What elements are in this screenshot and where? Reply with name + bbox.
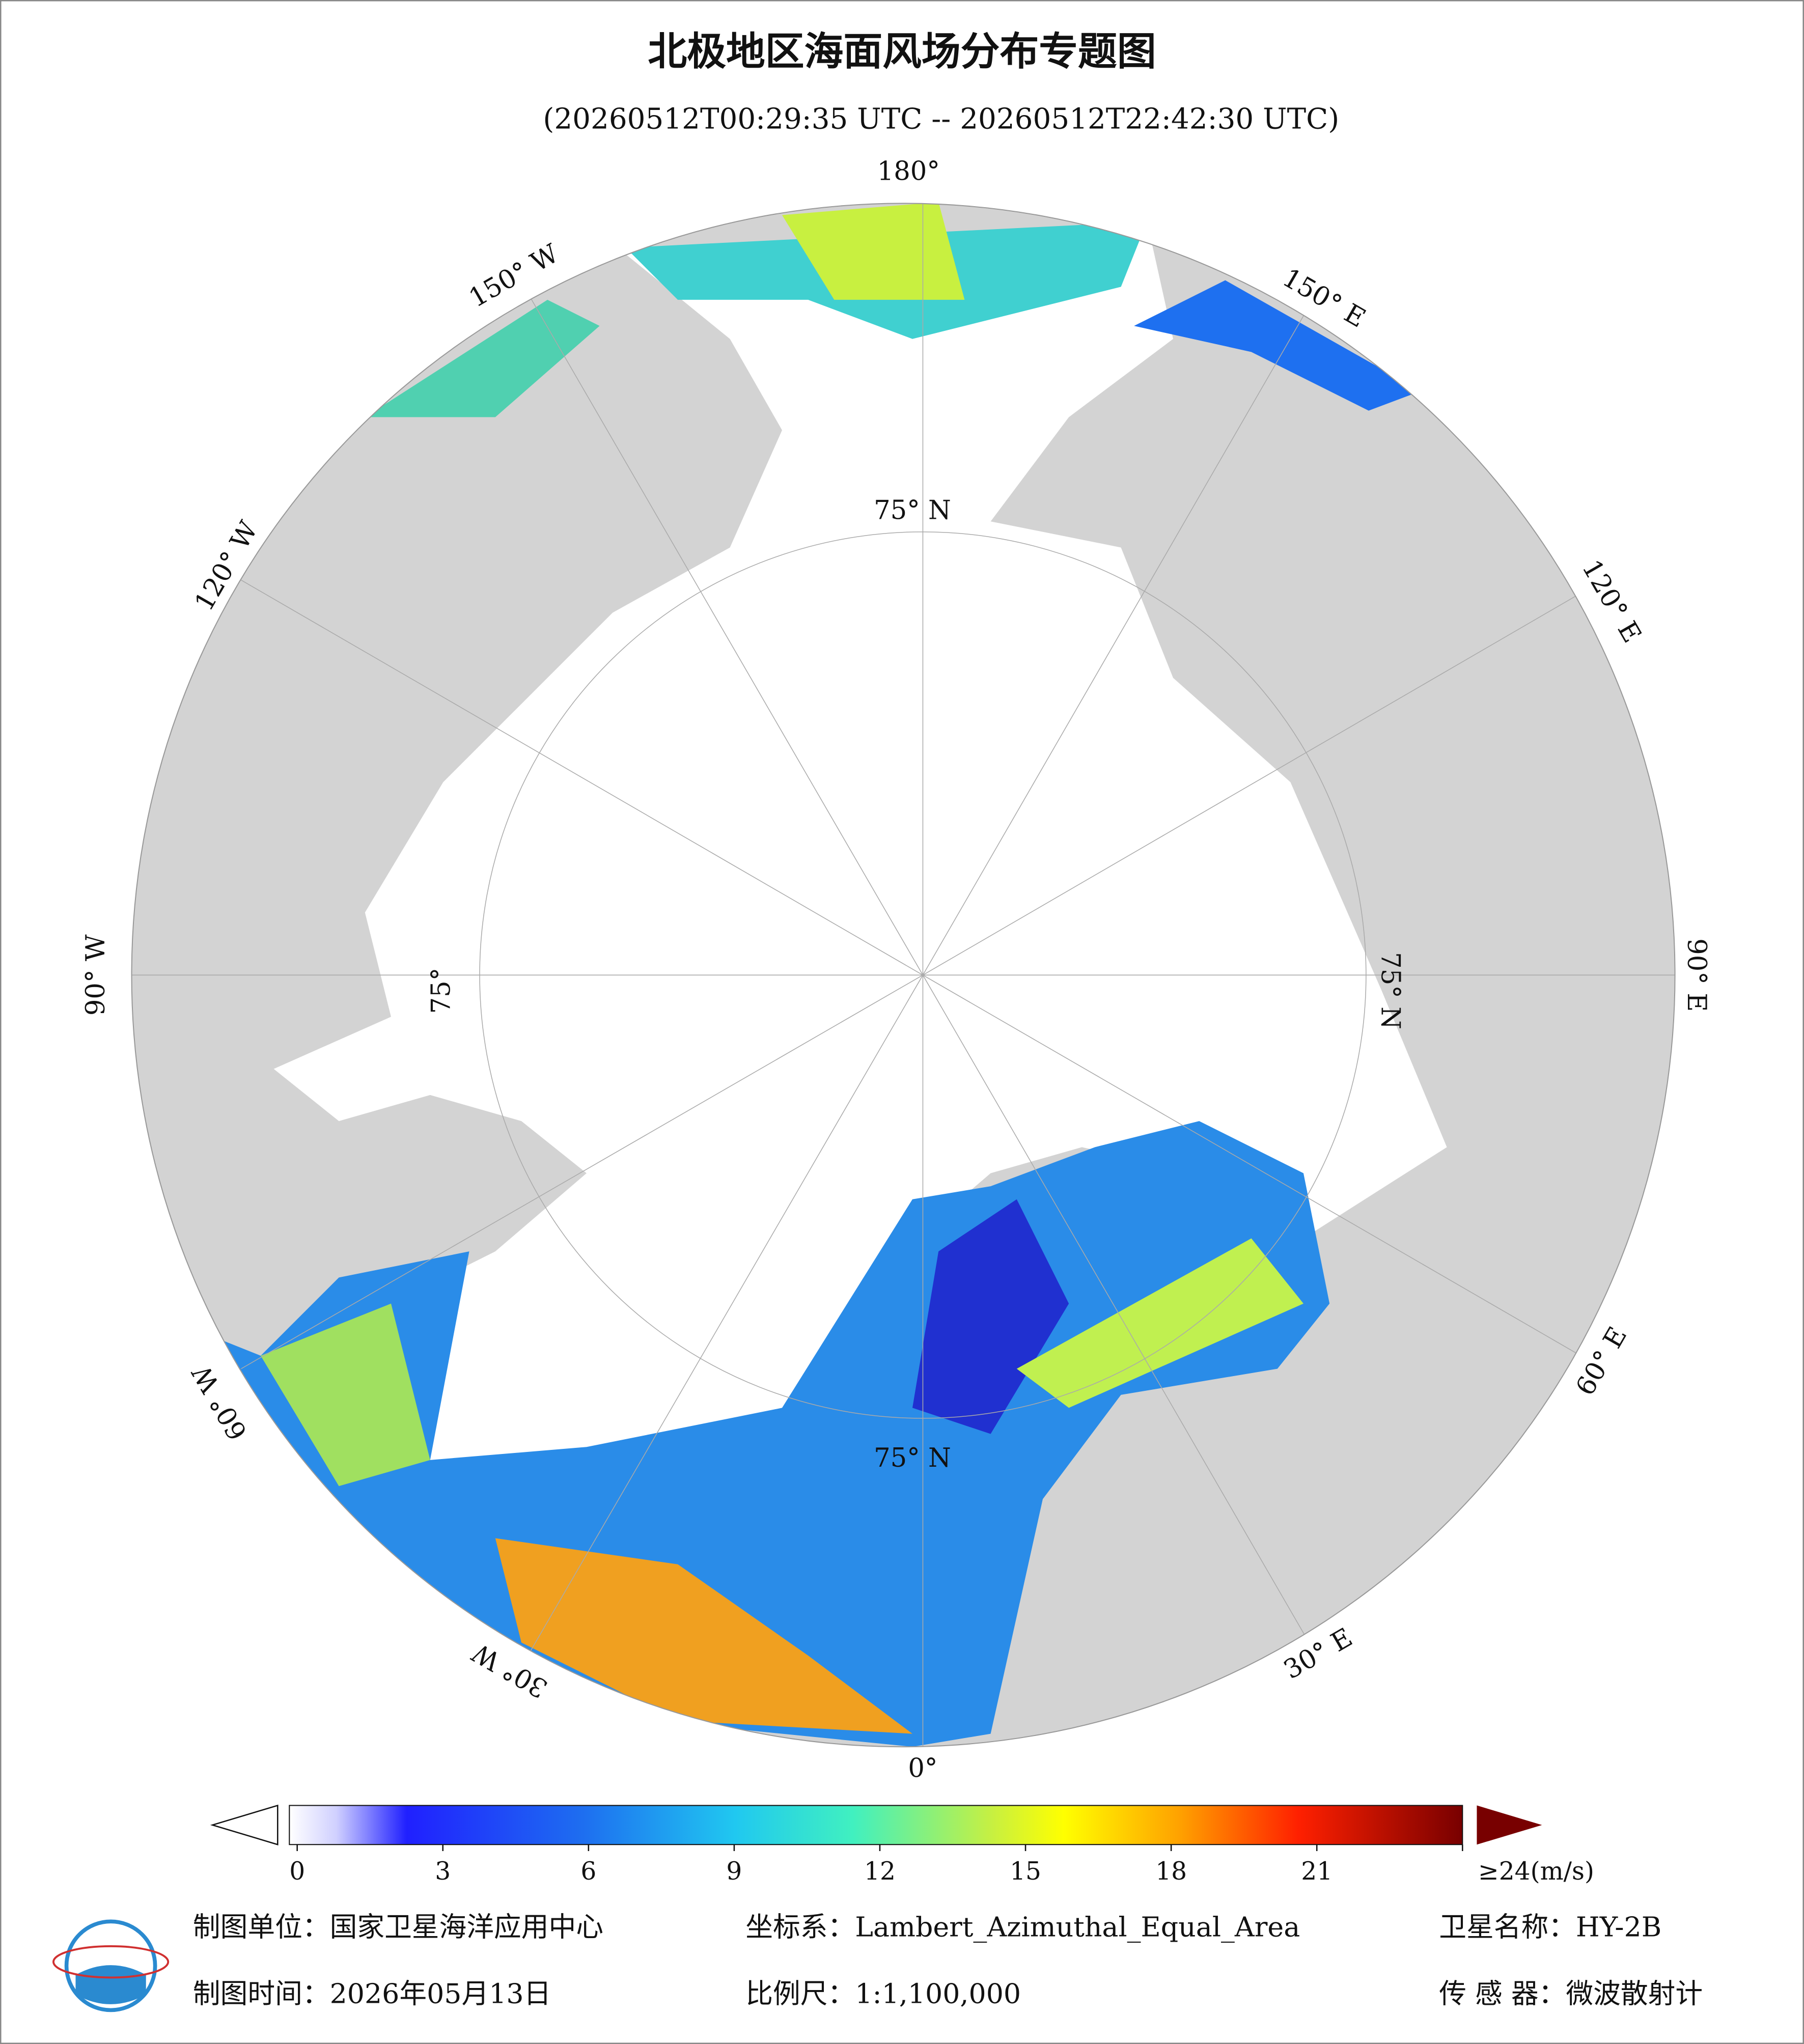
wind-swath <box>1134 280 1421 411</box>
colorbar-over <box>1477 1805 1542 1845</box>
longitude-label: 0° <box>908 1753 937 1783</box>
wind-swath <box>1016 1238 1303 1408</box>
longitude-label: 180° <box>877 156 940 187</box>
footer-time: 制图时间：2026年05月13日 <box>193 1977 551 2009</box>
colorbar-bar <box>289 1805 1463 1845</box>
subtitle: (20260512T00:29:35 UTC -- 20260512T22:42… <box>543 103 1339 136</box>
colorbar-under <box>210 1804 279 1845</box>
footer-unit: 制图单位：国家卫星海洋应用中心 <box>193 1911 603 1943</box>
ocean <box>273 221 1447 1487</box>
wind-swath <box>912 1199 1069 1434</box>
map-border <box>131 203 1676 1748</box>
latitude-label: 75° <box>426 968 456 1014</box>
footer: 制图单位：国家卫星海洋应用中心 制图时间：2026年05月13日 坐标系：Lam… <box>193 1911 1703 2010</box>
latitude-label: 75° N <box>1375 952 1405 1029</box>
footer-satellite: 卫星名称：HY-2B <box>1439 1911 1661 1943</box>
colorbar-tick-label: 3 <box>435 1857 451 1886</box>
colorbar-tick-label: 12 <box>864 1857 896 1886</box>
wind-swath <box>365 299 600 417</box>
footer-sensor: 传 感 器：微波散射计 <box>1439 1977 1703 2009</box>
colorbar-tick-label: ≥24(m/s) <box>1478 1857 1594 1886</box>
footer-crs: 坐标系：Lambert_Azimuthal_Equal_Area <box>745 1911 1300 1943</box>
longitude-label: 90° W <box>80 934 111 1016</box>
wind-swath <box>260 1303 430 1487</box>
map <box>131 203 1675 1747</box>
colorbar-tick-label: 0 <box>289 1857 305 1886</box>
wind-swath <box>495 1538 912 1734</box>
wind-swath <box>782 203 965 300</box>
title: 北极地区海面风场分布专题图 <box>648 29 1156 75</box>
colorbar-tick-label: 9 <box>726 1857 742 1886</box>
colorbar: 0 3 6 9 12 15 18 21 ≥24(m/s) <box>210 1804 1594 1886</box>
colorbar-tick-label: 21 <box>1301 1857 1333 1886</box>
colorbar-tick-label: 6 <box>580 1857 596 1886</box>
latitude-label: 75° N <box>874 495 951 525</box>
longitude-label: 90° E <box>1681 938 1712 1012</box>
colorbar-tick-label: 15 <box>1010 1857 1041 1886</box>
colorbar-tick-label: 18 <box>1155 1857 1187 1886</box>
logo <box>52 1919 170 2012</box>
latitude-label: 75° N <box>874 1443 951 1473</box>
footer-scale: 比例尺：1:1,100,000 <box>745 1977 1021 2009</box>
graticule <box>131 203 1675 1747</box>
